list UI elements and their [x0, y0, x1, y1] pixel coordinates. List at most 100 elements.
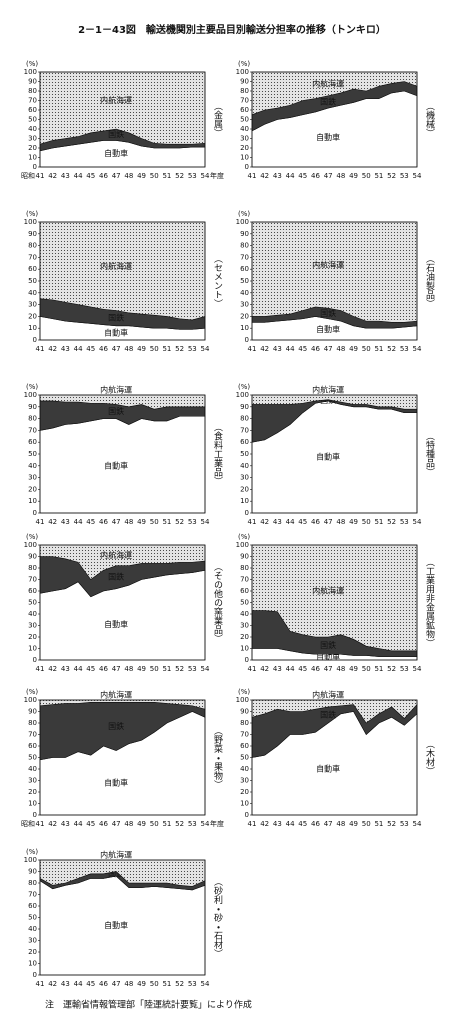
x-tick-label: 44 [74, 980, 83, 988]
series-label: 内航海運 [312, 260, 344, 270]
x-tick-label: 41 [36, 518, 45, 526]
y-tick-label: 90 [240, 708, 249, 716]
x-tick-label: 54 [201, 345, 210, 353]
y-tick-label: 80 [240, 564, 249, 572]
y-tick-label: 30 [28, 622, 37, 630]
x-tick-label: 51 [374, 518, 383, 526]
x-label-suffix: 年度 [210, 819, 224, 828]
y-tick-label: 60 [240, 438, 249, 446]
area-texture [252, 545, 417, 651]
x-tick-label: 51 [162, 172, 171, 180]
x-tick-label: 54 [201, 980, 210, 988]
x-tick-label: 41 [248, 665, 257, 673]
x-tick-label: 50 [362, 518, 371, 526]
side-label: （工業用非金属鉱物） [424, 558, 435, 648]
y-tick-label: 20 [240, 144, 249, 152]
x-tick-label: 41 [36, 172, 45, 180]
series-label: 国鉄 [320, 640, 336, 650]
x-tick-label: 43 [61, 980, 70, 988]
x-tick-label: 54 [413, 518, 422, 526]
x-tick-label: 41 [248, 820, 257, 828]
x-tick-label: 43 [61, 665, 70, 673]
x-label-prefix: 昭和 [21, 819, 35, 828]
x-tick-label: 50 [362, 665, 371, 673]
x-tick-label: 44 [74, 665, 83, 673]
y-tick-label: 0 [33, 656, 37, 664]
x-tick-label: 47 [324, 518, 333, 526]
y-tick-label: 0 [33, 971, 37, 979]
y-tick-label: 70 [28, 97, 37, 105]
series-label: 内航海運 [100, 385, 132, 395]
y-tick-label: 40 [28, 289, 37, 297]
x-tick-label: 49 [137, 665, 146, 673]
y-unit: (%) [26, 60, 38, 68]
y-tick-label: 0 [245, 509, 249, 517]
y-tick-label: 20 [28, 633, 37, 641]
y-tick-label: 100 [24, 856, 37, 864]
y-tick-label: 60 [240, 106, 249, 114]
x-tick-label: 48 [336, 518, 345, 526]
y-unit: (%) [238, 383, 250, 391]
series-label: 自動車 [104, 327, 128, 337]
y-tick-label: 40 [240, 289, 249, 297]
x-tick-label: 46 [99, 172, 108, 180]
y-unit: (%) [238, 60, 250, 68]
y-tick-label: 0 [245, 811, 249, 819]
x-tick-label: 53 [188, 518, 197, 526]
side-label: （その他の窯業品） [212, 562, 223, 643]
y-tick-label: 100 [236, 541, 249, 549]
area-texture [252, 72, 417, 115]
series-label: 国鉄 [108, 313, 124, 323]
x-tick-label: 45 [298, 820, 307, 828]
x-tick-label: 52 [175, 980, 184, 988]
x-tick-label: 45 [298, 518, 307, 526]
y-tick-label: 0 [33, 163, 37, 171]
x-tick-label: 51 [374, 665, 383, 673]
side-label: （野菜・果物） [212, 726, 223, 789]
y-tick-label: 100 [236, 218, 249, 226]
x-tick-label: 51 [374, 820, 383, 828]
x-tick-label: 53 [400, 518, 409, 526]
x-tick-label: 41 [36, 820, 45, 828]
y-tick-label: 50 [240, 116, 249, 124]
x-tick-label: 44 [286, 172, 295, 180]
x-tick-label: 53 [188, 665, 197, 673]
y-tick-label: 80 [28, 564, 37, 572]
figure-title: 2－1－43図 輸送機関別主要品目別輸送分担率の推移（トンキロ） [78, 23, 386, 36]
y-tick-label: 100 [236, 391, 249, 399]
y-tick-label: 50 [28, 914, 37, 922]
x-tick-label: 43 [61, 345, 70, 353]
y-tick-label: 20 [28, 948, 37, 956]
x-tick-label: 49 [349, 665, 358, 673]
y-tick-label: 20 [28, 485, 37, 493]
y-tick-label: 0 [33, 509, 37, 517]
x-tick-label: 52 [387, 820, 396, 828]
x-tick-label: 44 [286, 820, 295, 828]
x-tick-label: 50 [150, 345, 159, 353]
x-tick-label: 54 [413, 345, 422, 353]
x-tick-label: 48 [124, 980, 133, 988]
x-tick-label: 47 [112, 665, 121, 673]
side-label: （機械） [424, 102, 435, 138]
x-tick-label: 47 [324, 345, 333, 353]
x-tick-label: 52 [387, 518, 396, 526]
y-tick-label: 90 [28, 403, 37, 411]
footnote: 注 運輸省情報管理部「陸運統計要覧」により作成 [45, 999, 252, 1011]
y-tick-label: 60 [28, 265, 37, 273]
x-tick-label: 46 [99, 820, 108, 828]
series-label: 自動車 [316, 324, 340, 334]
y-tick-label: 90 [28, 553, 37, 561]
x-tick-label: 54 [201, 820, 210, 828]
area-texture [252, 700, 417, 723]
x-tick-label: 45 [86, 518, 95, 526]
x-tick-label: 42 [260, 518, 269, 526]
x-tick-label: 45 [86, 345, 95, 353]
x-tick-label: 44 [286, 665, 295, 673]
x-tick-label: 50 [150, 172, 159, 180]
series-label: 国鉄 [108, 868, 124, 878]
x-tick-label: 46 [99, 518, 108, 526]
y-tick-label: 90 [240, 553, 249, 561]
x-tick-label: 41 [248, 345, 257, 353]
y-tick-label: 50 [28, 116, 37, 124]
